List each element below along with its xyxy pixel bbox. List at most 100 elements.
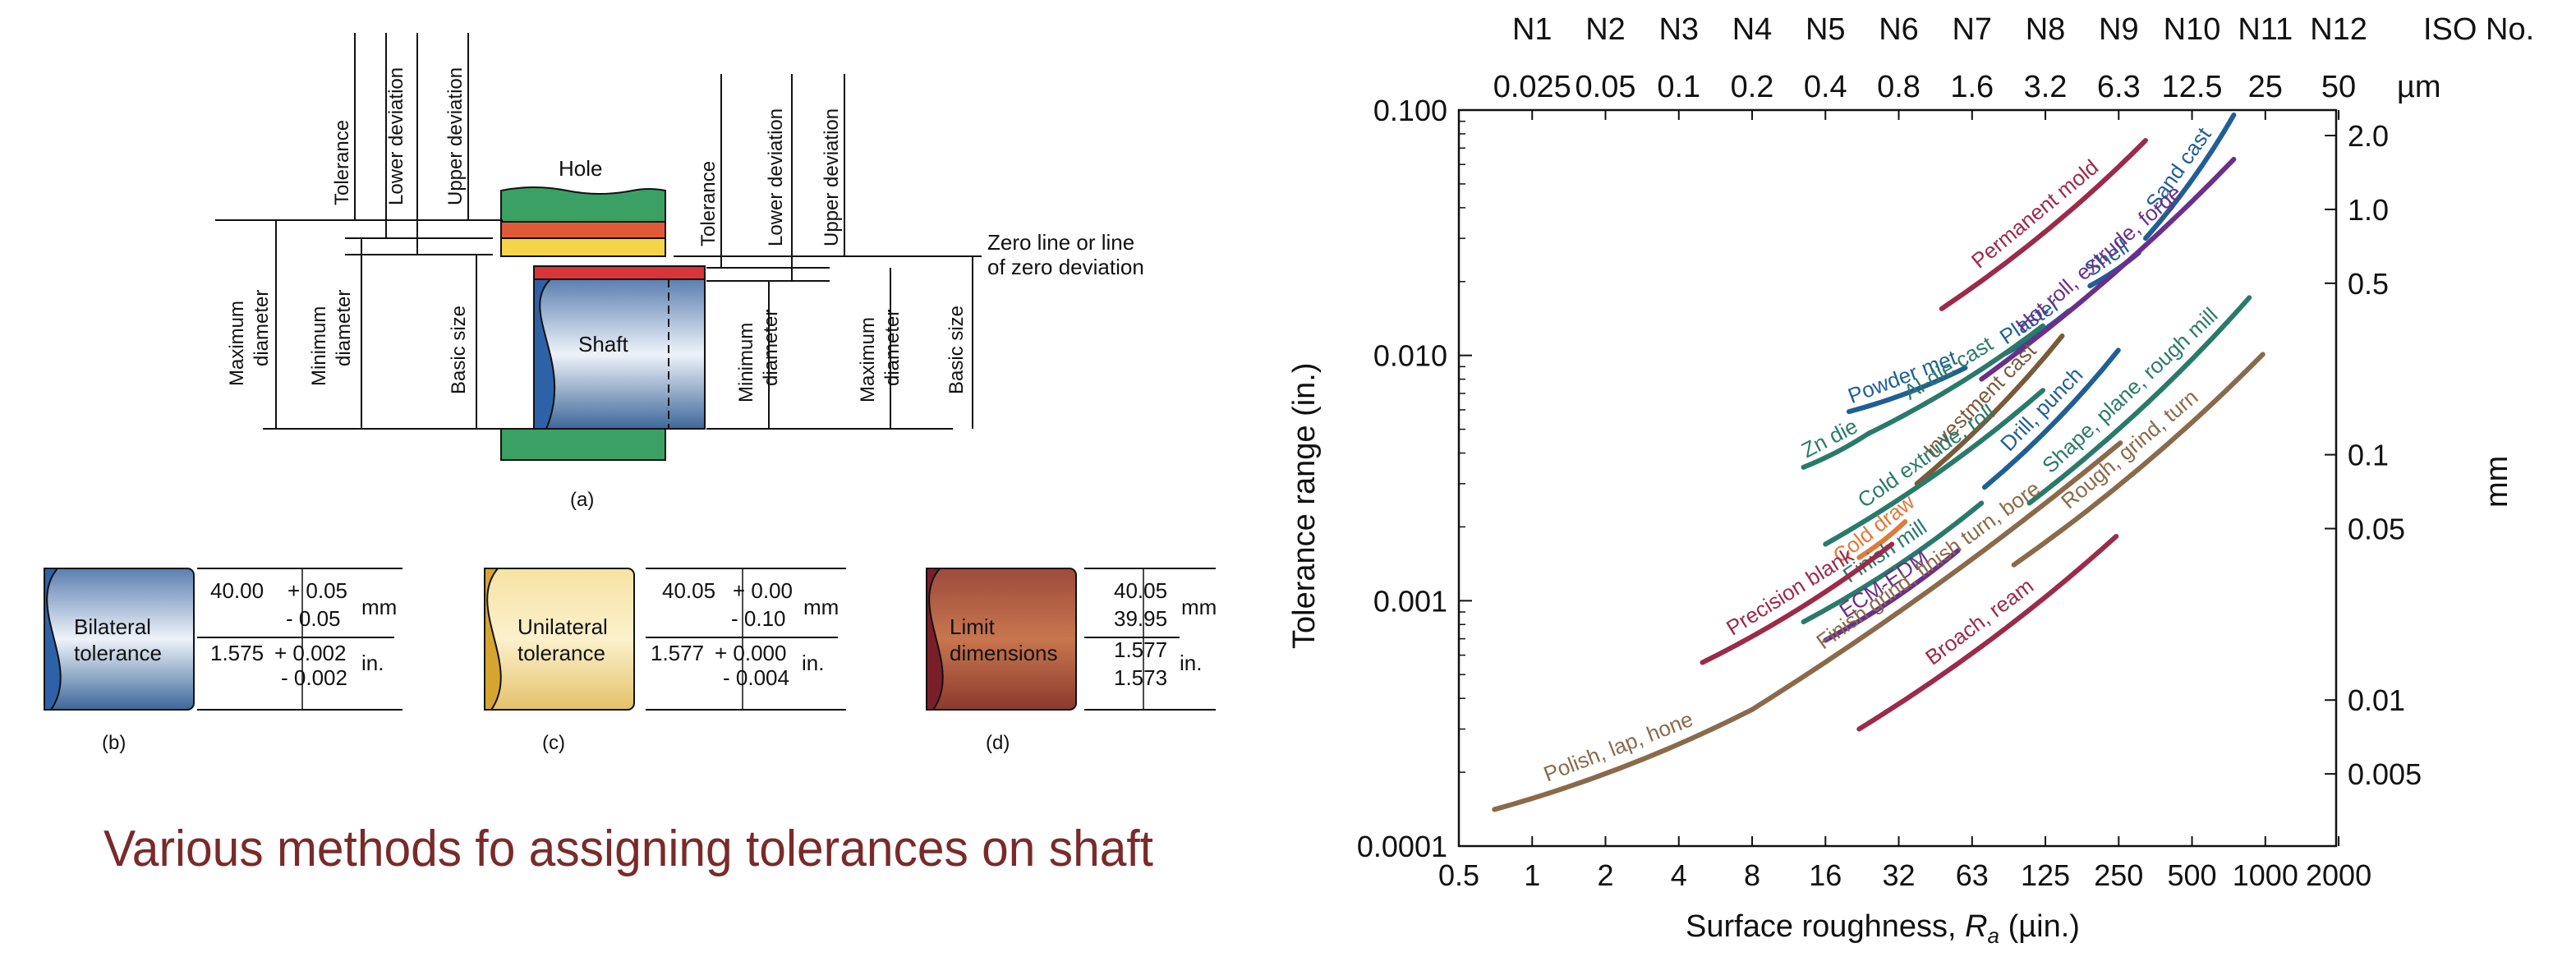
panel-d: Limit dimensions 40.05 39.95 mm 1.577 1.…	[926, 568, 1217, 754]
iso-label: N2	[1585, 12, 1626, 47]
iso-label: N10	[2164, 12, 2221, 47]
right-dimension-labels: Minimum diameter Maximum diameter Basic …	[735, 256, 973, 429]
top-iso-title: ISO No.	[2423, 12, 2534, 47]
panel-c-panel-label: (c)	[542, 732, 565, 754]
series-line	[1823, 388, 2045, 547]
series-line	[1914, 334, 2065, 486]
panel-b-in-main: 1.575	[210, 641, 264, 665]
series-line	[2142, 112, 2237, 242]
iso-label: N9	[2099, 12, 2139, 47]
mm-tick-label: 1.0	[2348, 193, 2389, 227]
mm-tick-label: 0.1	[2348, 439, 2389, 472]
x-tick-label: 1	[1524, 858, 1540, 892]
series-line	[1801, 430, 1871, 470]
series-line	[1823, 548, 1961, 643]
x-tick-label: 0.5	[1438, 858, 1479, 892]
right-dim-max-2: diameter	[881, 310, 904, 386]
panel-b-mm-main: 40.00	[210, 578, 264, 603]
series-line	[1801, 500, 1985, 625]
um-label: 0.1	[1657, 70, 1700, 104]
iso-label: N11	[2238, 12, 2293, 47]
top-um-axis: 0.025 0.05 0.1 0.2 0.4 0.8 1.6 3.2 6.3 12.5 25 50	[1493, 70, 2356, 120]
shaft-break-curve	[533, 278, 556, 430]
series-line	[1847, 365, 1968, 415]
x-tick-label: 2	[1597, 858, 1613, 892]
iso-label: N5	[1806, 12, 1846, 47]
left-dim-min-2: diameter	[333, 290, 355, 366]
top-um-unit: µm	[2397, 70, 2441, 104]
series-label: Broach, ream	[1920, 573, 2038, 670]
hole-top-block	[500, 186, 666, 223]
series-line	[2011, 352, 2266, 568]
y-axis-label: Tolerance range (in.)	[1287, 362, 1322, 649]
shaft-dim-upper: Upper deviation	[821, 108, 843, 246]
mm-tick-label: 0.005	[2348, 757, 2422, 791]
panel-c-in-unit: in.	[802, 651, 824, 675]
right-dim-min-2: diameter	[760, 310, 782, 386]
iso-label: N1	[1512, 12, 1552, 47]
iso-label: N6	[1879, 12, 1919, 47]
panel-d-in-lower: 1.573	[1114, 665, 1167, 690]
panel-d-mm-unit: mm	[1181, 595, 1217, 619]
shaft-dimension-labels: Tolerance Lower deviation Upper deviatio…	[697, 74, 845, 281]
hole-dim-tolerance: Tolerance	[331, 120, 353, 205]
x-tick-label: 1000	[2233, 858, 2298, 892]
hole-tolerance-red	[500, 221, 666, 239]
um-label: 0.8	[1877, 70, 1920, 104]
x-axis-ticks: 0.5 1 2 4 8 16 32 63 125 250 500 1000 2000	[1438, 836, 2371, 892]
series-line	[1856, 519, 1908, 560]
panel-d-label-2: dimensions	[950, 641, 1058, 665]
panel-a-label: (a)	[570, 489, 594, 511]
x-tick-label: 16	[1809, 858, 1842, 892]
panel-b-in-minus: - 0.002	[281, 665, 347, 690]
panel-b-label-1: Bilateral	[74, 614, 151, 639]
panel-c-mm-main: 40.05	[662, 578, 715, 603]
shaft-label: Shaft	[578, 332, 628, 356]
series-line	[1981, 347, 2121, 490]
um-label: 25	[2248, 70, 2283, 104]
panel-c-in-minus: - 0.004	[723, 665, 789, 690]
hole-bottom-block	[500, 428, 666, 461]
panel-b-shaft	[44, 568, 195, 711]
panel-d-in-upper: 1.577	[1114, 637, 1167, 662]
panel-d-in-unit: in.	[1180, 651, 1202, 675]
um-label: 6.3	[2097, 70, 2141, 104]
x-axis-label: Surface roughness, Ra (µin.)	[1686, 909, 2080, 948]
panel-b-mm-unit: mm	[361, 595, 397, 619]
mm-tick-label: 0.01	[2348, 683, 2405, 717]
um-label: 1.6	[1950, 70, 1994, 104]
iso-label: N4	[1732, 12, 1773, 47]
left-dim-max-2: diameter	[251, 290, 273, 366]
shaft-tolerance-red	[533, 265, 706, 280]
series-line	[1700, 541, 1895, 665]
y-tick-label: 0.001	[1373, 584, 1447, 618]
series-line	[1865, 323, 2045, 436]
hole-label: Hole	[559, 156, 602, 181]
um-label: 0.4	[1804, 70, 1847, 104]
right-dim-min-1: Minimum	[735, 323, 757, 402]
panel-b-label-2: tolerance	[74, 641, 162, 665]
panel-d-shaft	[926, 568, 1077, 711]
panel-d-break	[926, 568, 944, 711]
left-dim-basic: Basic size	[448, 306, 470, 394]
panel-b-panel-label: (b)	[102, 732, 126, 754]
left-dim-min-1: Minimum	[308, 306, 330, 386]
top-iso-axis: N1 N2 N3 N4 N5 N6 N7 N8 N9 N10 N11 N12	[1512, 12, 2367, 47]
um-label: 3.2	[2024, 70, 2068, 104]
figure-caption: Various methods fo assigning tolerances …	[104, 821, 1153, 877]
plot-frame	[1457, 108, 2338, 848]
left-dim-max-1: Maximum	[226, 301, 248, 386]
hole-dimension-labels: Tolerance Lower deviation Upper deviatio…	[331, 33, 469, 255]
iso-label: N3	[1658, 12, 1699, 47]
panel-b-mm-minus: - 0.05	[286, 606, 341, 631]
series-line	[1492, 706, 1755, 812]
mm-tick-label: 0.5	[2348, 267, 2389, 301]
x-tick-label: 2000	[2306, 858, 2371, 892]
panel-c-label-2: tolerance	[518, 641, 605, 665]
y-tick-label: 0.100	[1373, 94, 1447, 127]
left-dimension-labels: Maximum diameter Minimum diameter Basic …	[226, 220, 477, 429]
right-mm-axis: 2.0 1.0 0.5 0.1 0.05 0.01 0.005	[2325, 119, 2422, 791]
zero-line-label-1: Zero line or line	[987, 230, 1134, 255]
shaft-body	[533, 278, 706, 430]
